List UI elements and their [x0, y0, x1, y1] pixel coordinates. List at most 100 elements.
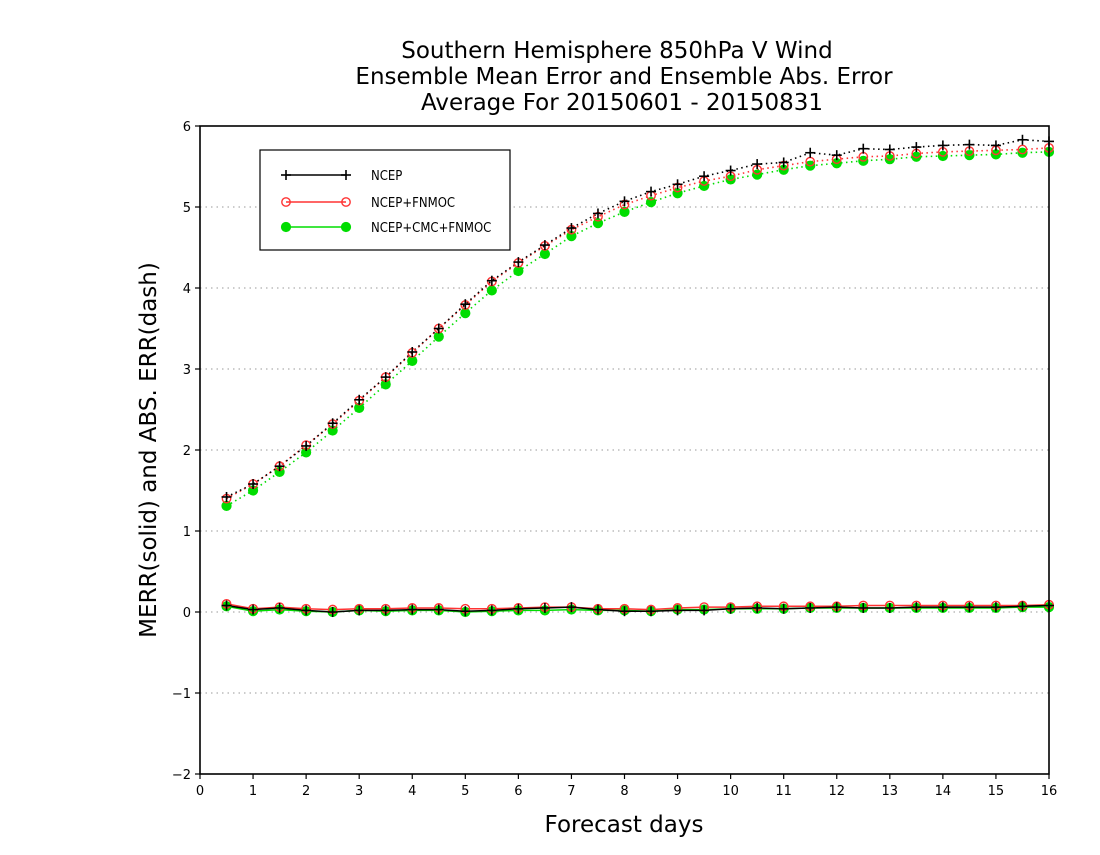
data-point-mean-error — [486, 605, 497, 616]
data-point-mean-error — [619, 606, 630, 617]
legend-marker — [281, 197, 291, 207]
data-point-abs-error — [937, 140, 948, 151]
data-point-abs-error — [513, 257, 524, 268]
data-point-mean-error — [248, 604, 259, 615]
legend-marker — [281, 170, 291, 180]
data-point-abs-error — [460, 299, 471, 310]
data-point-abs-error — [725, 165, 736, 176]
x-tick-label: 16 — [1041, 784, 1058, 799]
data-point-mean-error — [964, 602, 975, 613]
x-tick-label: 12 — [828, 784, 845, 799]
data-point-mean-error — [725, 603, 736, 614]
data-point-abs-error — [1017, 144, 1028, 155]
x-tick-label: 7 — [567, 784, 575, 799]
data-point-mean-error — [858, 602, 869, 613]
data-point-mean-error — [778, 603, 789, 614]
data-point-mean-error — [301, 605, 312, 616]
legend-label: NCEP+FNMOC — [371, 196, 455, 211]
data-point-abs-error — [539, 240, 550, 251]
data-point-mean-error — [221, 600, 232, 611]
data-point-mean-error — [699, 605, 710, 616]
data-point-abs-error — [884, 154, 895, 165]
data-point-abs-error — [911, 142, 922, 153]
x-tick-label: 8 — [620, 784, 628, 799]
y-tick-label: 4 — [183, 282, 191, 297]
data-point-abs-error — [486, 285, 497, 296]
data-point-mean-error — [407, 604, 418, 615]
data-point-abs-error — [221, 491, 232, 502]
data-point-mean-error — [937, 602, 948, 613]
y-tick-label: 3 — [183, 363, 191, 378]
data-point-abs-error — [433, 323, 444, 334]
legend-marker — [340, 221, 352, 233]
legend-label: NCEP+CMC+FNMOC — [371, 221, 491, 236]
y-tick-label: 1 — [183, 525, 191, 540]
y-tick-label: 2 — [183, 444, 191, 459]
y-tick-label: 6 — [183, 120, 191, 135]
data-point-abs-error — [566, 223, 577, 234]
data-point-mean-error — [831, 602, 842, 613]
data-point-abs-error — [274, 461, 285, 472]
data-point-mean-error — [354, 605, 365, 616]
data-point-abs-error — [858, 143, 869, 154]
x-tick-label: 13 — [882, 784, 899, 799]
data-point-abs-error — [752, 159, 763, 170]
data-point-abs-error — [805, 147, 816, 158]
data-point-mean-error — [539, 602, 550, 613]
legend-marker — [341, 197, 351, 207]
data-point-mean-error — [752, 602, 763, 613]
data-point-abs-error — [699, 171, 710, 182]
y-tick-label: 0 — [183, 606, 191, 621]
x-tick-label: 2 — [302, 784, 310, 799]
chart-title-line-3: Average For 20150601 - 20150831 — [421, 90, 823, 116]
y-tick-label: −2 — [172, 768, 191, 783]
x-tick-label: 14 — [935, 784, 952, 799]
data-point-mean-error — [911, 602, 922, 613]
plot-frame — [199, 125, 1050, 775]
legend-marker — [341, 170, 351, 180]
data-point-mean-error — [327, 607, 338, 617]
data-point-abs-error — [592, 208, 603, 219]
legend-label: NCEP — [371, 169, 402, 184]
x-tick-label: 9 — [673, 784, 681, 799]
data-point-abs-error — [248, 479, 259, 490]
data-point-mean-error — [884, 602, 895, 613]
data-point-mean-error — [460, 606, 471, 617]
x-tick-label: 10 — [722, 784, 739, 799]
chart-title-line-2: Ensemble Mean Error and Ensemble Abs. Er… — [355, 64, 893, 90]
data-point-abs-error — [301, 440, 312, 451]
data-point-abs-error — [990, 140, 1001, 151]
data-point-abs-error — [619, 206, 630, 217]
data-point-abs-error — [327, 418, 338, 429]
data-point-abs-error — [1017, 147, 1028, 158]
data-point-mean-error — [805, 602, 816, 613]
data-point-mean-error — [990, 602, 1001, 613]
data-point-mean-error — [380, 605, 391, 616]
data-point-abs-error — [778, 157, 789, 168]
data-point-abs-error — [354, 394, 365, 405]
x-tick-label: 1 — [249, 784, 257, 799]
chart-title-line-1: Southern Hemisphere 850hPa V Wind — [401, 38, 832, 64]
grid-lines — [200, 206, 1049, 694]
series-layer — [221, 134, 1055, 618]
data-point-abs-error — [964, 139, 975, 150]
x-tick-label: 11 — [775, 784, 792, 799]
data-point-abs-error — [619, 196, 630, 207]
data-point-mean-error — [646, 606, 657, 617]
data-point-abs-error — [380, 372, 391, 383]
data-point-abs-error — [672, 179, 683, 190]
y-axis-title: MERR(solid) and ABS. ERR(dash) — [136, 262, 162, 638]
data-point-abs-error — [911, 151, 922, 162]
x-tick-label: 0 — [196, 784, 204, 799]
data-point-abs-error — [646, 186, 657, 197]
data-point-mean-error — [672, 605, 683, 616]
data-point-abs-error — [486, 275, 497, 286]
x-tick-label: 15 — [988, 784, 1005, 799]
data-point-mean-error — [592, 604, 603, 615]
x-tick-label: 4 — [408, 784, 416, 799]
data-point-mean-error — [274, 602, 285, 613]
y-tick-label: 5 — [183, 201, 191, 216]
